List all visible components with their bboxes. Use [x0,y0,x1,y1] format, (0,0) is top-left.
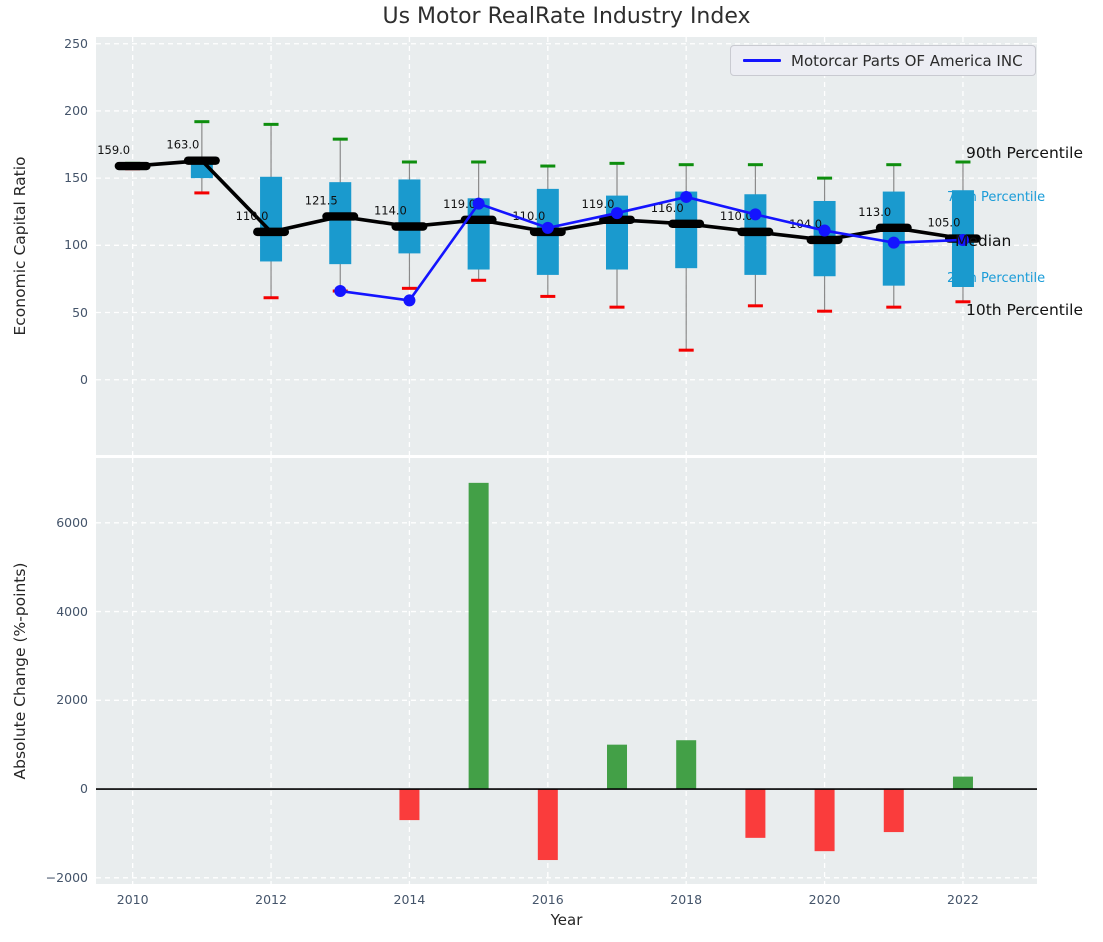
median-marker-2021 [875,223,912,233]
x-tick-label: 2016 [531,892,564,907]
median-marker-2013 [322,212,359,221]
y-tick-label: 250 [64,35,88,51]
company-point-2015 [472,197,485,210]
median-marker-2020 [806,235,843,245]
company-point-2013 [334,285,347,298]
median-label-2022: 105.0 [927,216,960,230]
change-bar-2015 [468,482,489,790]
change-bar-2014 [399,789,420,821]
median-label-2011: 163.0 [166,138,199,152]
company-point-2016 [541,221,554,234]
change-bar-2016 [537,789,558,861]
y-axis-label-bottom: Absolute Change (%-points) [11,562,29,780]
legend: Motorcar Parts OF America INC [730,45,1036,76]
y-tick-label: 50 [72,304,88,320]
median-marker-2017 [599,215,636,224]
y-tick-label: 0 [80,371,88,387]
median-marker-2010 [114,161,151,171]
change-bar-2017 [607,744,628,790]
y-tick-label: 150 [64,170,88,186]
bottom-plot-area [96,458,1037,884]
box-2014 [398,179,421,254]
x-tick-label: 2014 [393,892,426,907]
median-marker-2018 [668,219,705,229]
box-2013 [329,182,352,265]
x-tick-label: 2022 [947,892,979,907]
company-point-2019 [749,208,762,221]
company-point-2022 [956,233,969,246]
y-tick-label: 4000 [56,603,88,619]
median-marker-2014 [391,222,428,231]
box-2012 [260,176,283,262]
company-point-2017 [611,207,624,220]
legend-line-sample [743,59,781,62]
y-tick-label: 0 [80,781,88,797]
x-tick-label: 2020 [808,892,841,907]
median-label-2010: 159.0 [97,143,130,157]
median-marker-2011 [183,156,220,165]
company-point-2020 [818,224,831,237]
company-point-2021 [887,236,900,249]
x-tick-label: 2012 [255,892,287,907]
y-tick-label: 200 [64,102,88,118]
chart-title: Us Motor RealRate Industry Index [382,4,751,29]
y-tick-label: 6000 [56,514,88,530]
company-point-2014 [403,294,416,307]
x-axis-label: Year [550,911,583,929]
x-tick-label: 2018 [670,892,703,907]
change-bar-2020 [814,789,835,852]
median-label-2017: 119.0 [582,197,615,211]
top-plot-area: 75th Percentile 25th Percentile 159.0 163.0… [96,37,1045,455]
legend-label: Motorcar Parts OF America INC [791,51,1023,70]
x-tick-label: 2010 [116,892,149,907]
median-label-2019: 110.0 [720,209,753,223]
median-label-2015: 119.0 [443,197,476,211]
y-tick-label: 100 [64,237,88,253]
bottom-plot-svg [96,458,1037,884]
y-tick-label: 2000 [56,692,88,708]
median-marker-2012 [253,227,290,237]
median-marker-2019 [737,227,774,237]
median-label-2021: 113.0 [858,205,891,219]
box-2018 [675,191,698,269]
percentile-annotation: 10th Percentile [966,300,1084,319]
company-point-2018 [680,190,693,203]
median-label-2013: 121.5 [305,193,338,207]
change-bar-2022 [952,776,973,790]
change-bar-2021 [883,789,904,833]
median-label-2012: 110.0 [236,209,269,223]
percentile-annotation: Median [955,231,1012,250]
change-bar-2019 [745,789,766,838]
y-tick-label: −2000 [45,869,88,885]
percentile-annotation: 90th Percentile [966,143,1084,162]
median-label-2014: 114.0 [374,204,407,218]
change-bar-2018 [676,740,697,790]
y-axis-label-top: Economic Capital Ratio [11,156,29,336]
company-line [340,195,964,302]
